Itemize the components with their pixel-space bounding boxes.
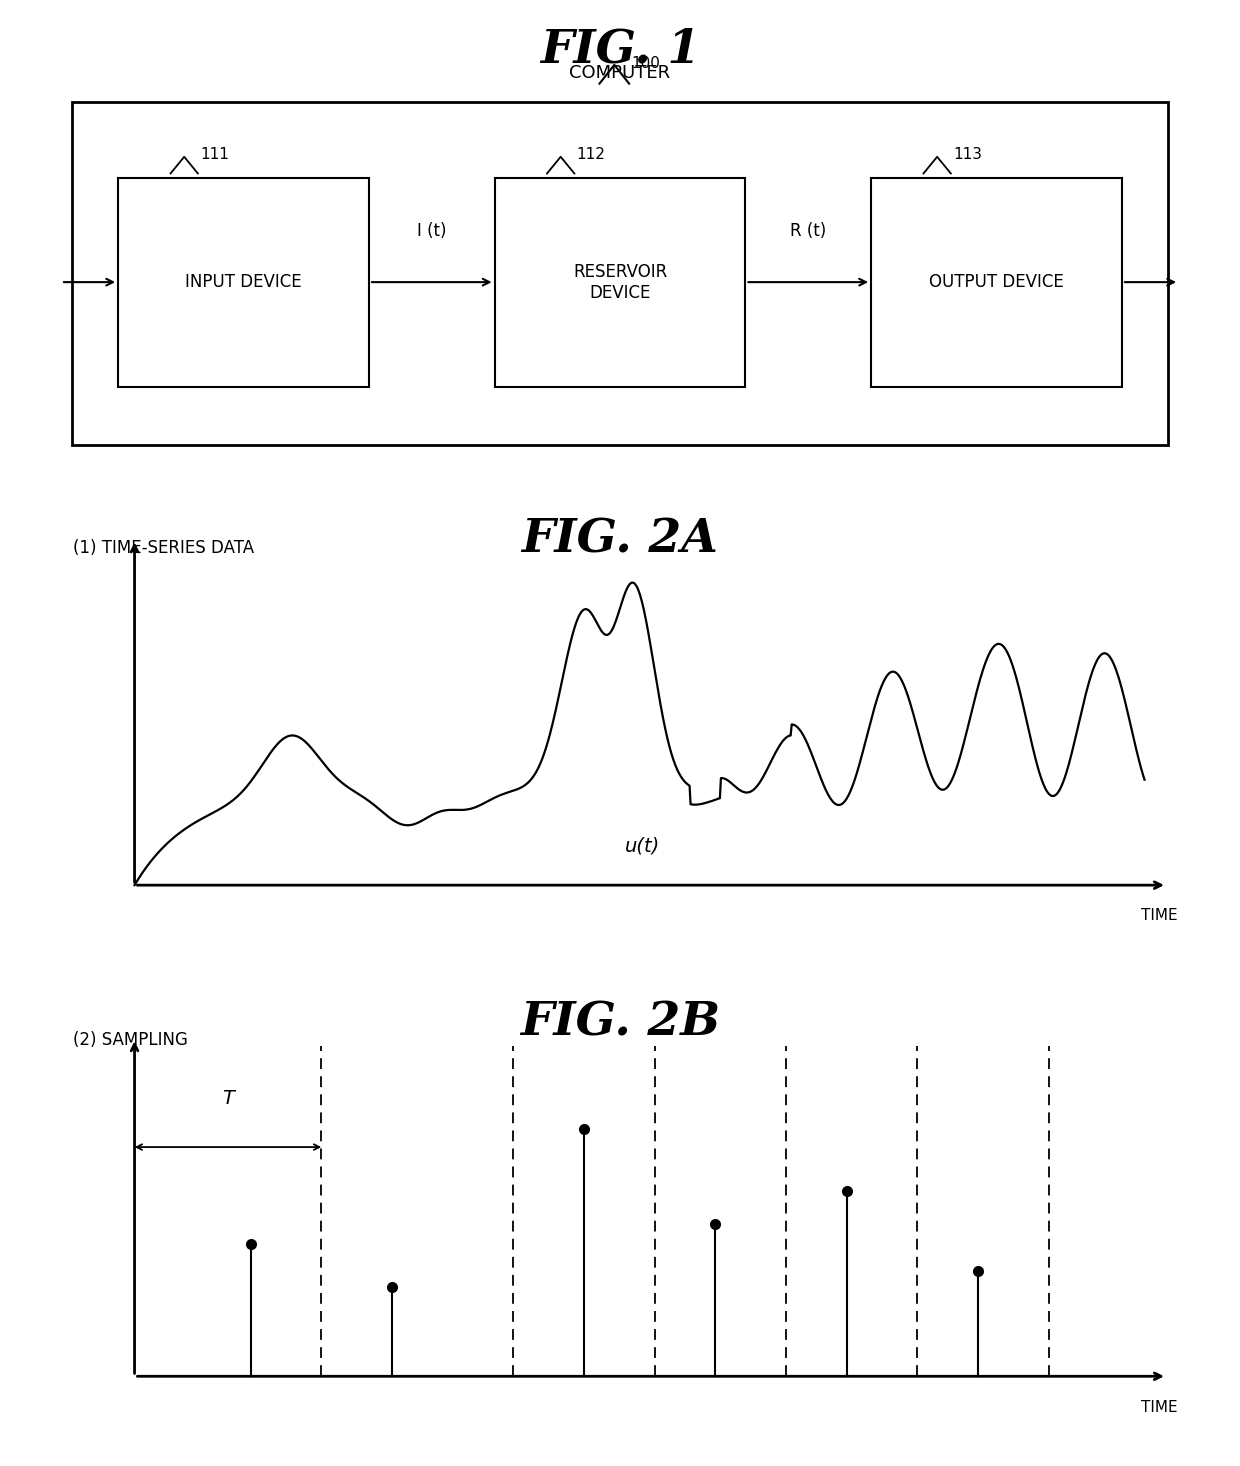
Text: R (t): R (t) (790, 223, 826, 240)
Text: T: T (222, 1089, 234, 1108)
Text: OUTPUT DEVICE: OUTPUT DEVICE (929, 273, 1064, 292)
Text: 100: 100 (631, 56, 660, 72)
Text: 112: 112 (577, 147, 605, 161)
Text: FIG. 1: FIG. 1 (539, 26, 701, 72)
Text: COMPUTER: COMPUTER (569, 65, 671, 82)
Bar (72, 103, 1168, 446)
Bar (118, 177, 370, 387)
Text: FIG. 2B: FIG. 2B (520, 1000, 720, 1045)
Text: FIG. 2A: FIG. 2A (522, 516, 718, 561)
Text: (1) TIME-SERIES DATA: (1) TIME-SERIES DATA (73, 539, 254, 557)
Text: TIME: TIME (1141, 1400, 1178, 1415)
Bar (495, 177, 745, 387)
Text: INPUT DEVICE: INPUT DEVICE (185, 273, 301, 292)
Bar (870, 177, 1122, 387)
Text: (2) SAMPLING: (2) SAMPLING (73, 1031, 188, 1048)
Text: TIME: TIME (1141, 909, 1178, 924)
Text: 113: 113 (954, 147, 982, 161)
Text: RESERVOIR
DEVICE: RESERVOIR DEVICE (573, 262, 667, 302)
Text: 111: 111 (200, 147, 229, 161)
Text: I (t): I (t) (417, 223, 446, 240)
Text: u(t): u(t) (625, 837, 660, 856)
